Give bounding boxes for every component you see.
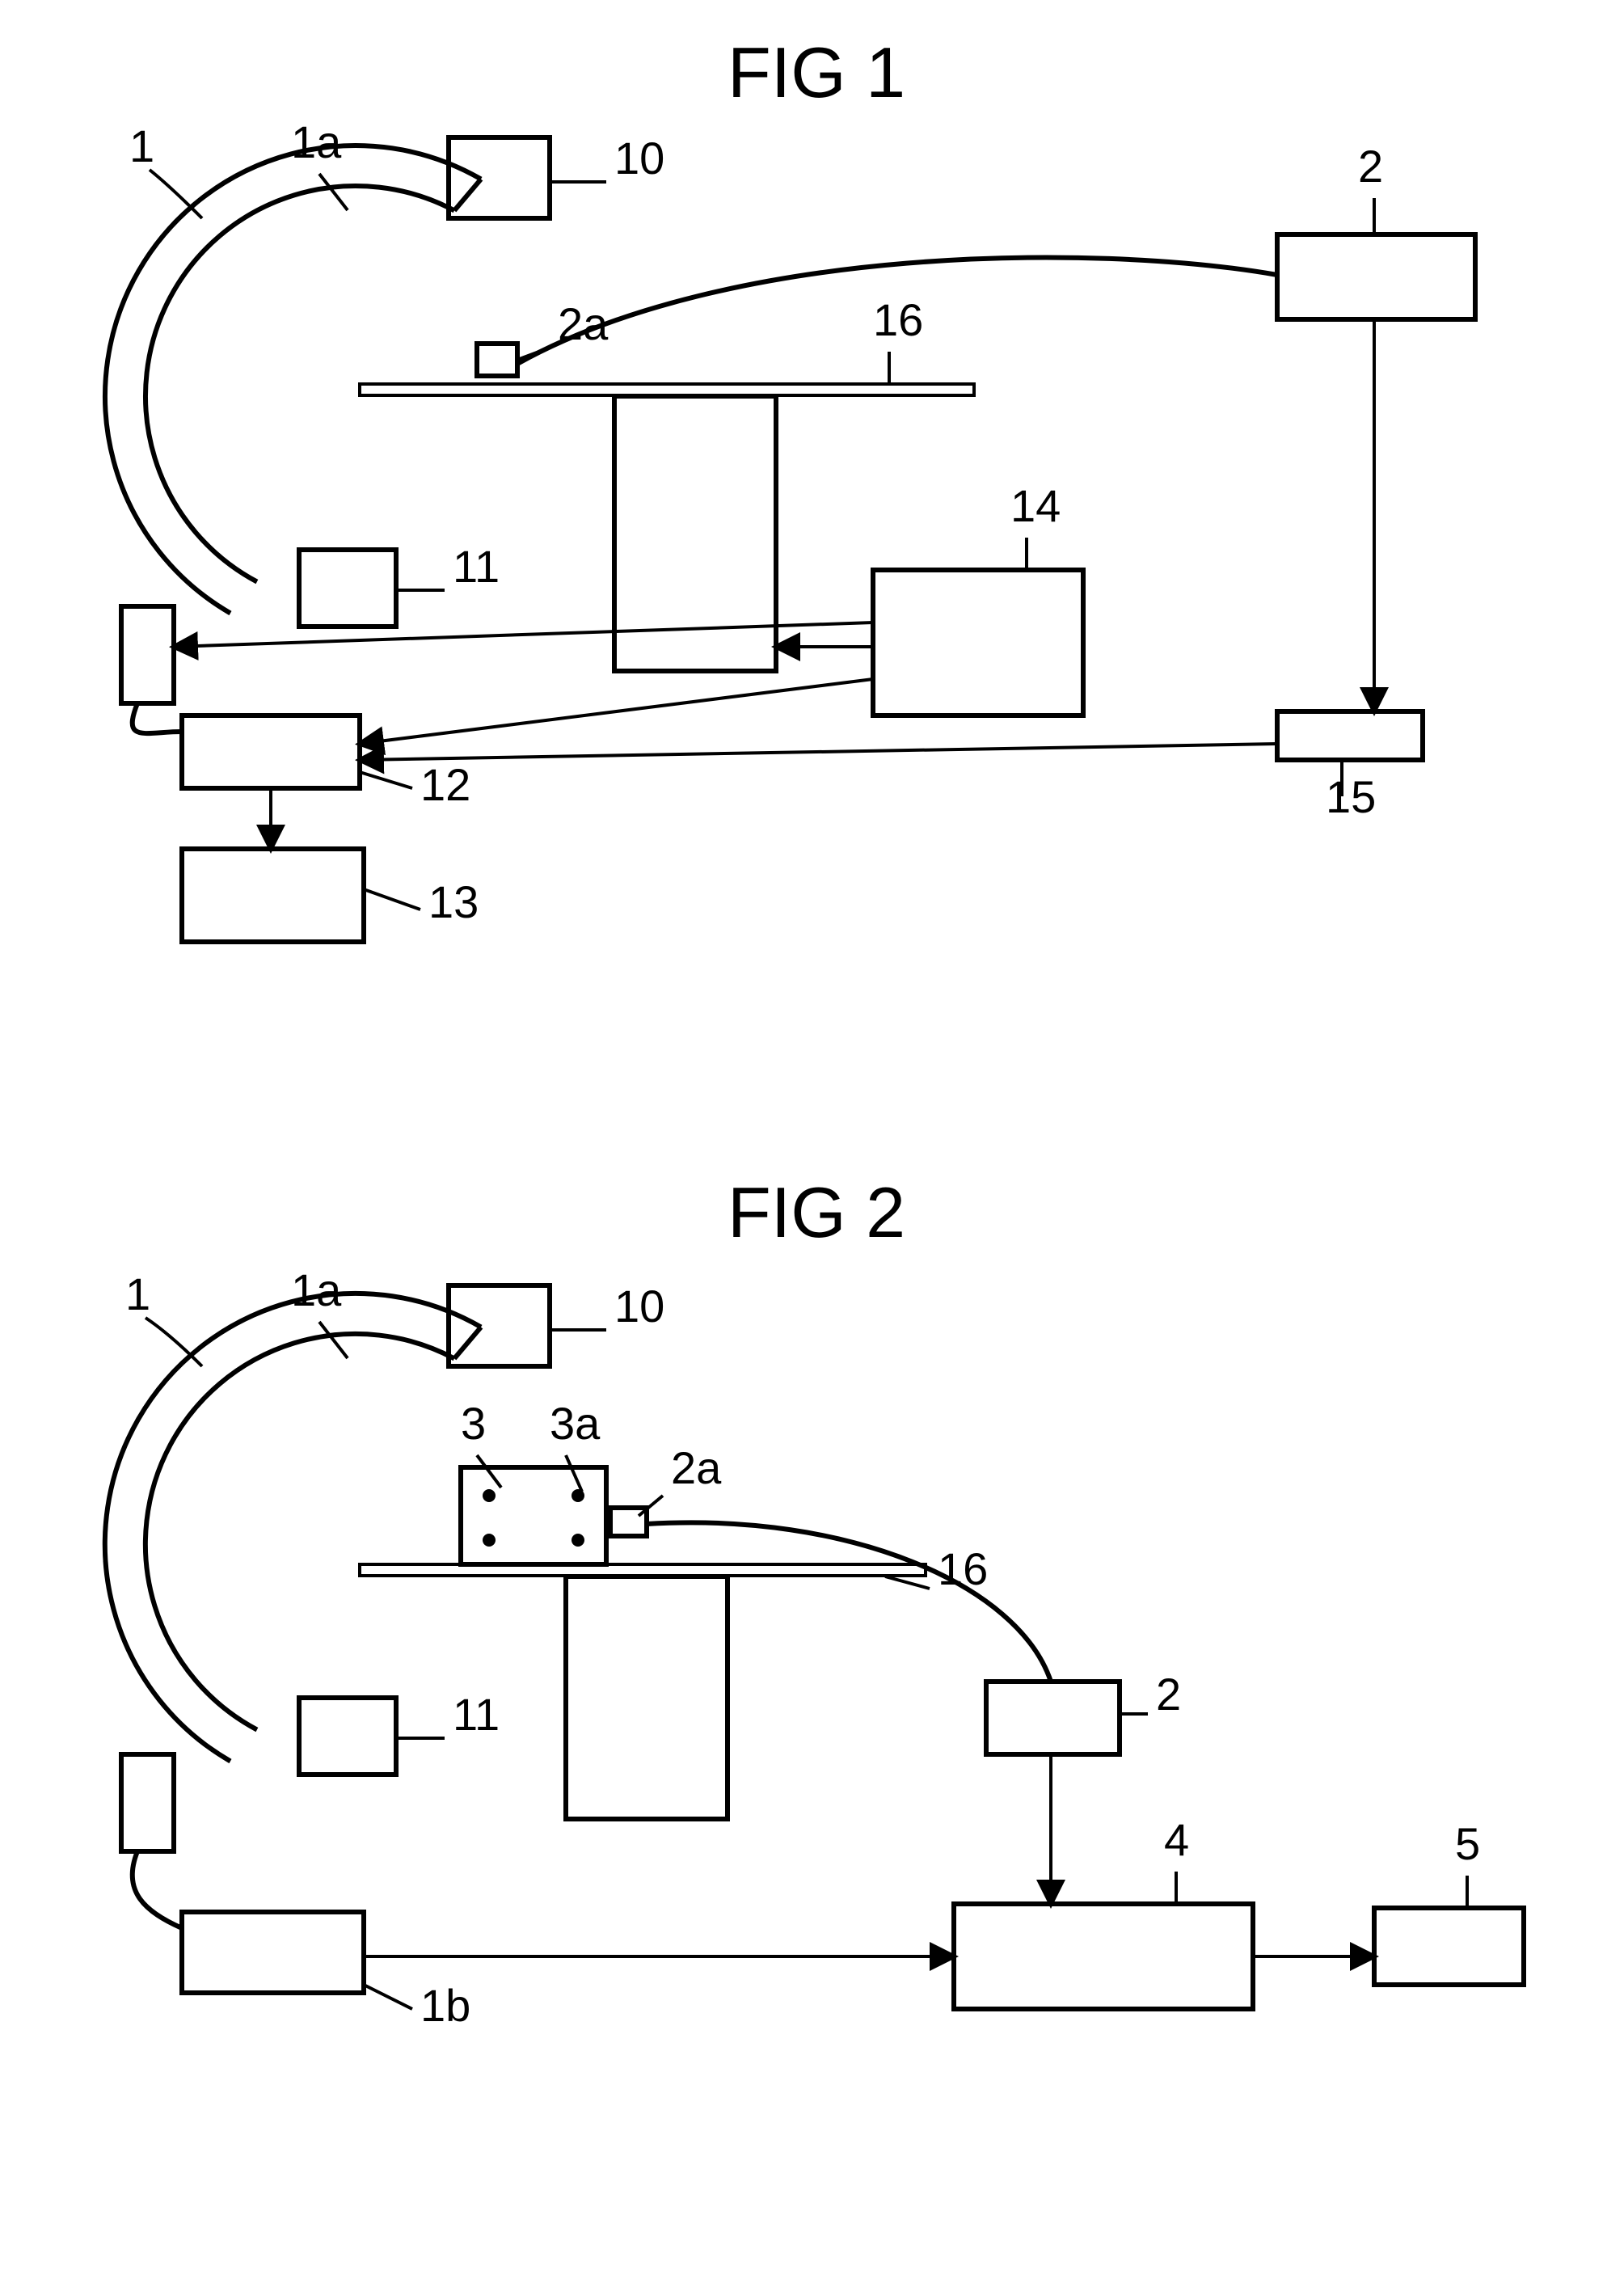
ref-label-2a: 2a xyxy=(671,1442,722,1493)
box-b14 xyxy=(873,570,1083,715)
box-phantom xyxy=(461,1467,606,1564)
ref-label-1a: 1a xyxy=(291,116,342,167)
ref-label-1a: 1a xyxy=(291,1264,342,1315)
ref-label-1: 1 xyxy=(125,1268,150,1319)
c-arm-mount xyxy=(121,1754,174,1851)
c-arm-cap xyxy=(454,1327,481,1359)
box-b10 xyxy=(449,137,550,218)
box-b2 xyxy=(986,1682,1120,1754)
patient-table-top xyxy=(360,1564,926,1576)
box-b12 xyxy=(182,715,360,788)
leader-line xyxy=(477,1455,501,1488)
phantom-marker xyxy=(572,1534,584,1547)
ref-label-3a: 3a xyxy=(550,1398,601,1449)
patient-table-top xyxy=(360,384,974,395)
ref-label-11: 11 xyxy=(453,1689,500,1740)
box-b13 xyxy=(182,849,364,942)
box-b2 xyxy=(1277,234,1475,319)
leader-line xyxy=(146,1318,202,1366)
box-b5 xyxy=(1374,1908,1524,1985)
phantom-marker xyxy=(483,1489,496,1502)
ref-label-15: 15 xyxy=(1326,771,1376,822)
ref-label-16: 16 xyxy=(938,1543,988,1594)
box-b10 xyxy=(449,1285,550,1366)
ref-label-1b: 1b xyxy=(420,1980,470,2031)
c-arm-cap xyxy=(454,179,481,211)
leader-line xyxy=(566,1455,582,1492)
ref-label-5: 5 xyxy=(1455,1818,1480,1869)
ref-label-16: 16 xyxy=(873,294,923,345)
c-arm-cable xyxy=(133,703,182,733)
leader-line xyxy=(517,348,550,360)
ref-label-10: 10 xyxy=(614,133,664,184)
ref-label-11: 11 xyxy=(453,541,500,592)
connection-curve xyxy=(647,1522,1051,1682)
ref-label-1: 1 xyxy=(129,120,154,171)
box-b4 xyxy=(954,1904,1253,2009)
ref-label-14: 14 xyxy=(1010,480,1061,531)
figure-title: FIG 1 xyxy=(728,32,905,112)
c-arm-inner xyxy=(146,1334,454,1730)
ref-label-2: 2 xyxy=(1358,141,1383,192)
connection xyxy=(360,744,1277,760)
figure-1: FIG 1 1 1a 10 2 2a 16 11 14 12 13 15 xyxy=(105,32,1475,942)
c-arm-mount xyxy=(121,606,174,703)
connection xyxy=(360,679,873,744)
connection xyxy=(174,623,873,647)
ref-label-12: 12 xyxy=(420,759,470,810)
leader-line xyxy=(150,170,202,218)
leader-line xyxy=(364,889,420,910)
leader-line xyxy=(319,1322,348,1358)
ref-label-4: 4 xyxy=(1164,1814,1189,1865)
leader-line xyxy=(364,1985,412,2009)
box-b2a xyxy=(477,344,517,376)
box-table_ped xyxy=(566,1576,728,1819)
c-arm-outer xyxy=(105,1294,481,1762)
leader-line xyxy=(360,772,412,788)
box-b1b xyxy=(182,1912,364,1993)
box-b11 xyxy=(299,1698,396,1775)
ref-label-13: 13 xyxy=(428,876,479,927)
figure-2: FIG 2 1 1a 10 3 3a 2a 16 11 2 4 5 1b xyxy=(105,1172,1524,2031)
figure-title: FIG 2 xyxy=(728,1172,905,1252)
leader-line xyxy=(885,1576,930,1589)
c-arm-cable xyxy=(133,1851,182,1928)
ref-label-10: 10 xyxy=(614,1281,664,1332)
phantom-marker xyxy=(483,1534,496,1547)
ref-label-3: 3 xyxy=(461,1398,486,1449)
leader-line xyxy=(319,174,348,210)
box-b11 xyxy=(299,550,396,627)
c-arm-outer xyxy=(105,146,481,613)
ref-label-2a: 2a xyxy=(558,298,609,349)
ref-label-2: 2 xyxy=(1156,1669,1181,1720)
box-b15 xyxy=(1277,711,1423,760)
